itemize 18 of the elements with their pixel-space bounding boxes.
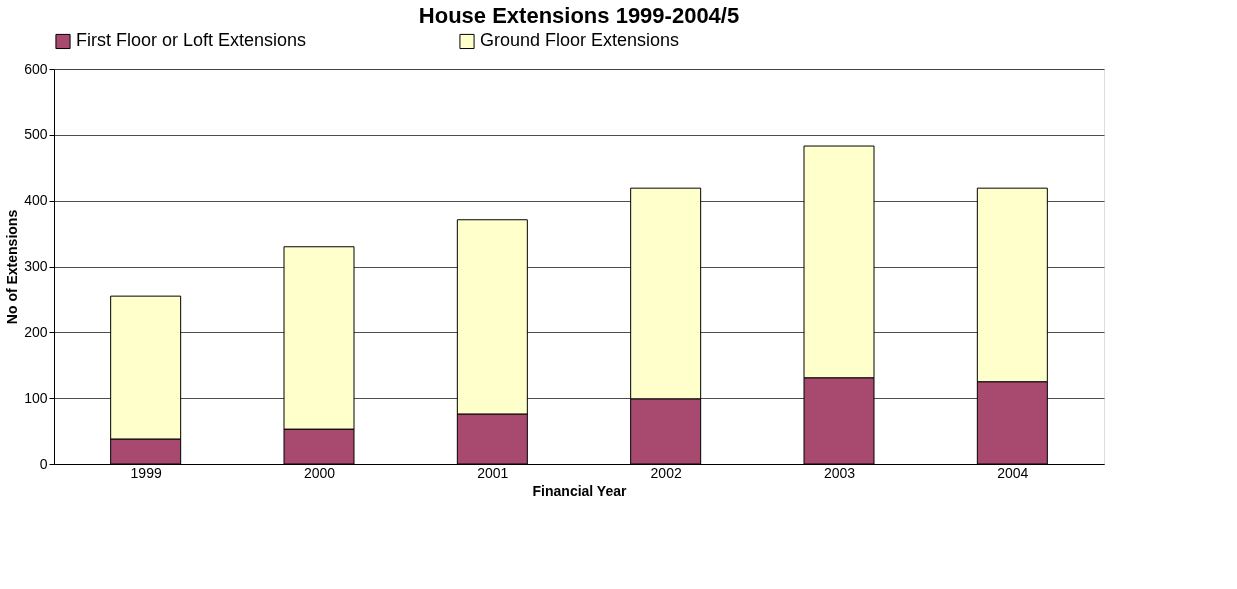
x-tick-label: 2000	[303, 464, 336, 481]
x-axis-title: Financial Year	[532, 482, 627, 499]
legend-label: First Floor or Loft Extensions	[76, 30, 307, 51]
x-tick-label: 2002	[650, 464, 682, 481]
y-tick-label: 0	[39, 455, 48, 472]
y-tick-label: 500	[24, 126, 48, 143]
y-tick-label: 400	[24, 192, 48, 209]
y-tick-label: 100	[24, 389, 48, 406]
y-tick-label: 600	[24, 60, 48, 77]
y-tick-label: 200	[24, 323, 48, 340]
x-tick-label: 1999	[130, 464, 162, 481]
x-tick-label: 2004	[997, 464, 1029, 481]
y-axis-title: No of Extensions	[4, 209, 21, 325]
x-tick-label: 2003	[823, 464, 856, 481]
x-tick-label: 2001	[477, 464, 509, 481]
legend-label: Ground Floor Extensions	[480, 30, 680, 51]
chart-title: House Extensions 1999-2004/5	[418, 3, 740, 28]
y-tick-label: 300	[24, 258, 48, 274]
